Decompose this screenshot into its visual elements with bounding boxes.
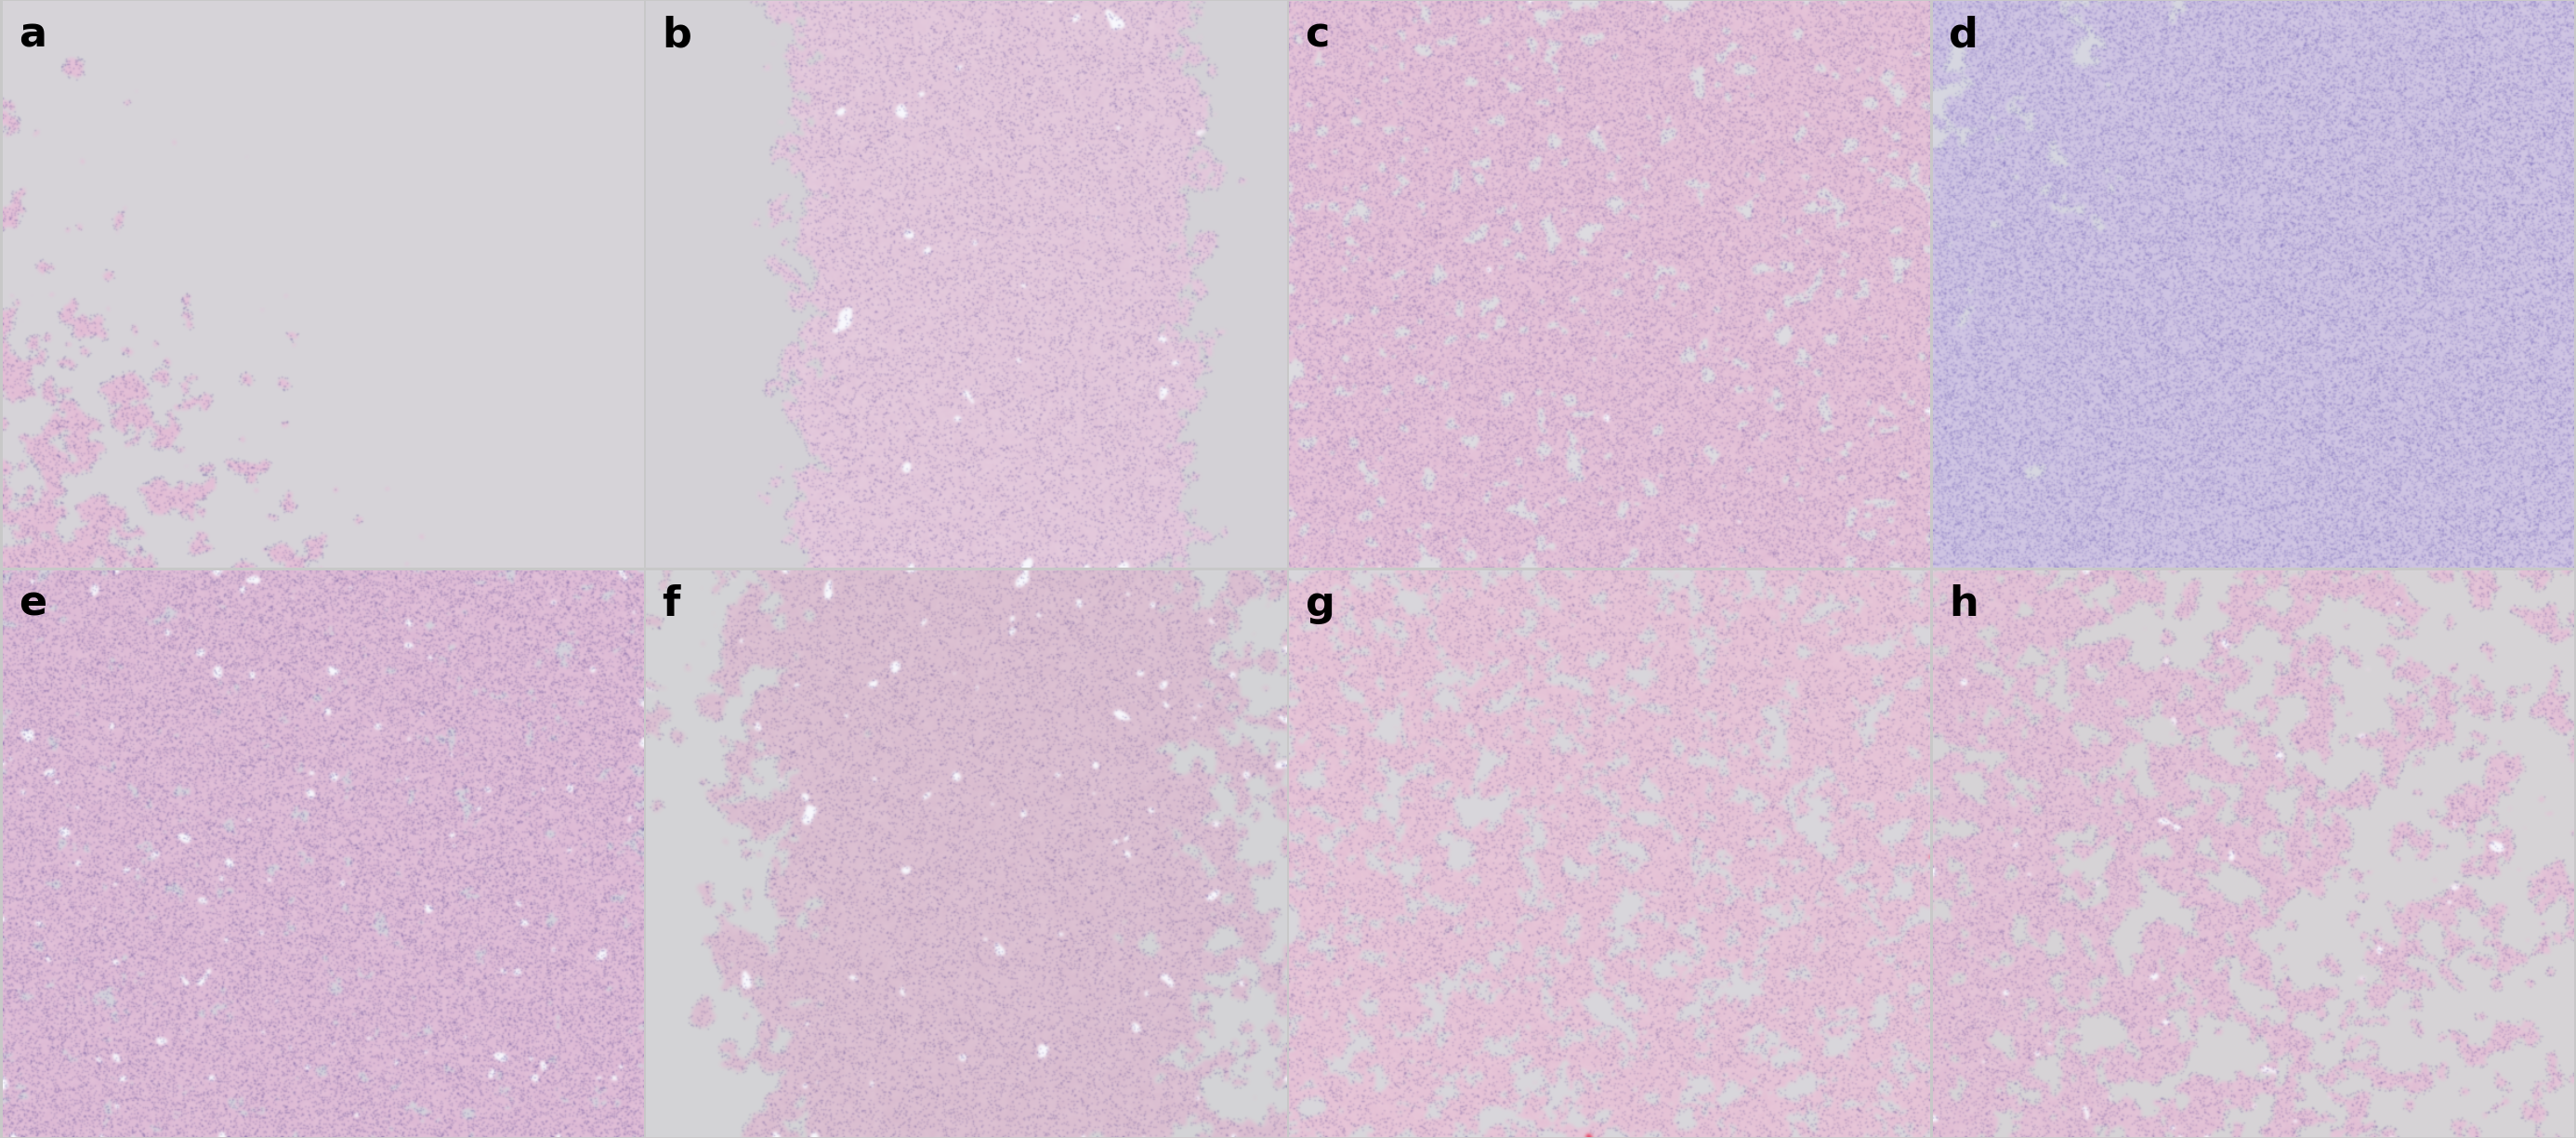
Text: b: b <box>662 15 690 56</box>
Text: c: c <box>1306 15 1329 56</box>
Text: d: d <box>1947 15 1978 56</box>
Text: h: h <box>1947 584 1978 625</box>
Text: f: f <box>662 584 680 625</box>
Text: a: a <box>18 15 46 56</box>
Text: e: e <box>18 584 46 625</box>
Text: g: g <box>1306 584 1334 625</box>
